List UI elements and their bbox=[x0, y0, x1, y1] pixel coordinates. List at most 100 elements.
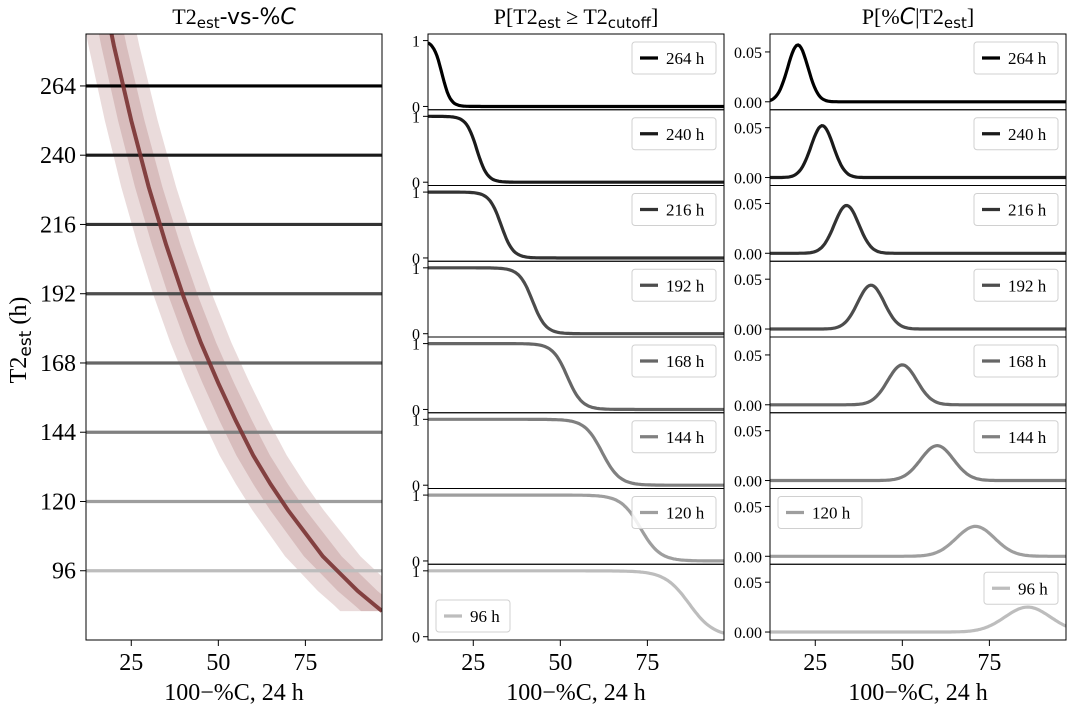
middle-ytick-label: 1 bbox=[412, 564, 420, 581]
right-ytick-label: 0.05 bbox=[734, 424, 762, 441]
right-ytick-label: 0.05 bbox=[734, 575, 762, 592]
middle-ytick-label: 0 bbox=[412, 478, 420, 495]
legend-box bbox=[973, 41, 1059, 75]
legend-box bbox=[973, 268, 1059, 302]
middle-ytick-label: 1 bbox=[412, 337, 420, 354]
middle-ytick-label: 0 bbox=[412, 251, 420, 268]
middle-legend: 168 h bbox=[631, 344, 717, 378]
middle-ytick-label: 1 bbox=[412, 185, 420, 202]
middle-series-line bbox=[428, 493, 724, 563]
right-ytick-label: 0.05 bbox=[734, 499, 762, 516]
middle-ytick-label: 0 bbox=[412, 175, 420, 192]
right-subplot-240h: 0.05 0.00 240 h bbox=[734, 109, 1067, 188]
legend-label: 120 h bbox=[666, 504, 705, 523]
middle-xtick-label: 25 bbox=[461, 650, 485, 676]
right-ytick-label: 0.00 bbox=[734, 549, 762, 566]
left-xlabel: 100−%C, 24 h bbox=[164, 680, 304, 706]
right-xtick-label: 75 bbox=[977, 650, 1001, 676]
legend-label: 120 h bbox=[812, 504, 851, 523]
legend-label: 264 h bbox=[666, 49, 705, 68]
legend-box bbox=[983, 571, 1059, 605]
inner-confidence-band bbox=[98, 34, 382, 612]
fit-curve bbox=[109, 34, 382, 613]
left-panel: 264 240 216 192 168 144 120 96 25 50 75 bbox=[40, 33, 383, 676]
left-xtick-label: 75 bbox=[293, 650, 317, 676]
legend-box bbox=[777, 496, 863, 529]
right-xtick-label: 25 bbox=[803, 650, 827, 676]
middle-subplot-240h: 1 0 240 h bbox=[412, 109, 725, 192]
middle-legend: 192 h bbox=[631, 268, 717, 302]
right-series-line bbox=[770, 43, 1066, 104]
right-series-line bbox=[770, 524, 1066, 558]
legend-label: 144 h bbox=[666, 428, 705, 447]
middle-series-line bbox=[428, 114, 724, 184]
middle-xtick-label: 75 bbox=[635, 650, 659, 676]
legend-label: 264 h bbox=[1008, 49, 1047, 68]
right-ytick-label: 0.05 bbox=[734, 196, 762, 213]
middle-series-line bbox=[428, 417, 724, 487]
right-subplot-264h: 0.05 0.00 264 h bbox=[734, 33, 1067, 112]
left-plot-area bbox=[86, 34, 382, 613]
right-ytick-label: 0.00 bbox=[734, 246, 762, 263]
legend-label: 216 h bbox=[1008, 201, 1047, 220]
right-ytick-label: 0.05 bbox=[734, 121, 762, 138]
middle-subplot-216h: 1 0 216 h bbox=[412, 185, 725, 268]
legend-box bbox=[631, 41, 717, 75]
right-title: P[%C|T2est] bbox=[862, 4, 974, 32]
right-ytick-label: 0.05 bbox=[734, 272, 762, 289]
middle-ytick-label: 0 bbox=[412, 630, 420, 647]
left-xtick-label: 25 bbox=[119, 650, 143, 676]
legend-label: 168 h bbox=[1008, 352, 1047, 371]
right-legend: 96 h bbox=[983, 571, 1059, 605]
middle-frame bbox=[427, 563, 725, 641]
left-ytick-label: 96 bbox=[52, 559, 76, 585]
legend-label: 96 h bbox=[470, 607, 500, 626]
legend-label: 240 h bbox=[666, 125, 705, 144]
right-subplot-144h: 0.05 0.00 144 h bbox=[734, 412, 1067, 491]
legend-box bbox=[631, 496, 717, 529]
left-ytick-label: 192 bbox=[40, 282, 76, 308]
left-ytick-label: 144 bbox=[40, 420, 76, 446]
middle-subplot-264h: 1 0 264 h bbox=[412, 33, 725, 116]
middle-ytick-label: 1 bbox=[412, 261, 420, 278]
middle-subplot-168h: 1 0 168 h bbox=[412, 336, 725, 419]
right-xlabel: 100−%C, 24 h bbox=[848, 680, 988, 706]
middle-legend: 216 h bbox=[631, 193, 717, 226]
right-ytick-label: 0.00 bbox=[734, 95, 762, 112]
right-subplot-216h: 0.05 0.00 216 h bbox=[734, 185, 1067, 263]
middle-subplot-192h: 1 0 192 h bbox=[412, 260, 725, 344]
right-ytick-label: 0.00 bbox=[734, 474, 762, 491]
left-ytick-label: 120 bbox=[40, 489, 76, 515]
legend-label: 240 h bbox=[1008, 125, 1047, 144]
left-ytick-label: 216 bbox=[40, 212, 76, 238]
right-series-line bbox=[770, 124, 1066, 180]
left-title: T2est-vs-%C bbox=[172, 4, 296, 32]
legend-label: 168 h bbox=[666, 352, 705, 371]
middle-subplot-96h: 1 0 96 h bbox=[412, 563, 725, 647]
right-legend: 240 h bbox=[973, 117, 1059, 151]
right-series-line bbox=[770, 203, 1066, 255]
right-ytick-label: 0.00 bbox=[734, 625, 762, 642]
legend-label: 96 h bbox=[1018, 579, 1048, 598]
right-legend: 120 h bbox=[777, 496, 863, 529]
right-subplot-192h: 0.05 0.00 192 h bbox=[734, 260, 1067, 339]
legend-box bbox=[973, 420, 1059, 454]
right-series-line bbox=[770, 283, 1066, 331]
right-ytick-label: 0.00 bbox=[734, 322, 762, 339]
middle-series-line bbox=[428, 569, 724, 635]
right-subplot-168h: 0.05 0.00 168 h bbox=[734, 336, 1067, 415]
legend-box bbox=[973, 117, 1059, 151]
right-subplot-96h: 0.05 0.00 96 h bbox=[734, 563, 1067, 642]
middle-title: P[T2est ≥ T2cutoff] bbox=[494, 4, 659, 32]
right-legend: 192 h bbox=[973, 268, 1059, 302]
left-ytick-label: 168 bbox=[40, 351, 76, 377]
left-xtick-label: 50 bbox=[206, 650, 230, 676]
legend-box bbox=[631, 193, 717, 226]
right-series-line bbox=[770, 605, 1066, 634]
middle-series-line bbox=[428, 41, 724, 109]
right-ytick-label: 0.05 bbox=[734, 348, 762, 365]
right-ytick-label: 0.00 bbox=[734, 171, 762, 188]
middle-xtick-label: 50 bbox=[548, 650, 572, 676]
